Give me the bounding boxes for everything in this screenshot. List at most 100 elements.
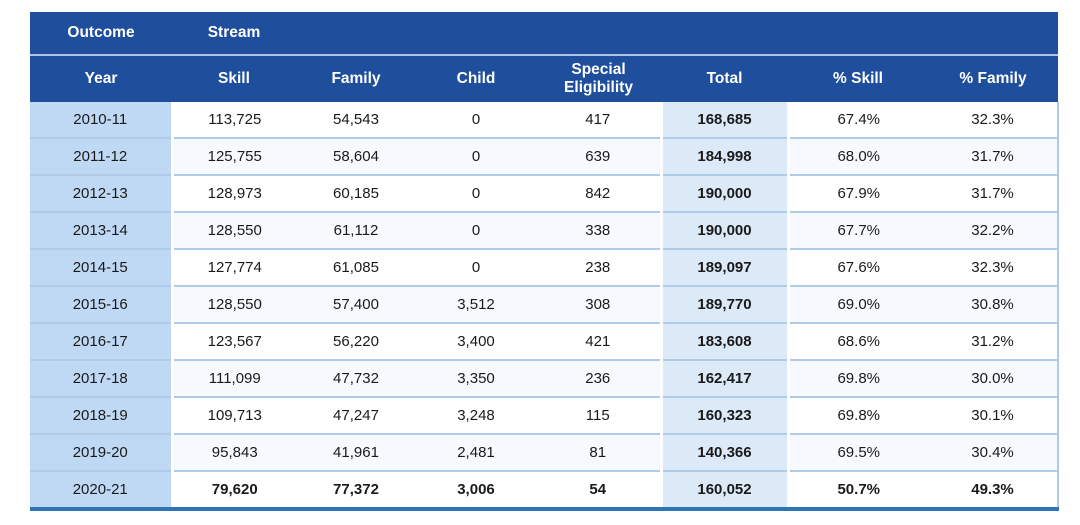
column-header-pct_skill: % Skill: [788, 55, 928, 102]
table-row: 2013-14 128,550 61,112 0 338 190,000 67.7% 32.2…: [30, 212, 1060, 250]
cell-year: 2010-11: [30, 102, 174, 139]
cell-pct_family: 30.1%: [928, 397, 1060, 435]
cell-special: 236: [536, 360, 661, 398]
cell-special: 238: [536, 249, 661, 287]
cell-family: 41,961: [296, 434, 416, 472]
cell-family: 77,372: [296, 471, 416, 511]
column-header-row: Year Skill Family Child Special Eligibility T…: [30, 55, 1059, 102]
cell-skill: 113,725: [172, 102, 296, 139]
cell-year: 2016-17: [30, 323, 174, 361]
table-row: 2012-13 128,973 60,185 0 842 190,000 67.9% 31.7…: [30, 175, 1060, 213]
table-header: Outcome Stream Year Skill Family Child Speci…: [30, 12, 1059, 102]
cell-child: 3,248: [416, 397, 536, 435]
cell-pct_family: 49.3%: [928, 471, 1060, 511]
cell-child: 3,400: [416, 323, 536, 361]
cell-year: 2017-18: [30, 360, 174, 398]
cell-pct_family: 31.7%: [928, 138, 1060, 176]
cell-child: 3,006: [416, 471, 536, 511]
data-table: Outcome Stream Year Skill Family Child Speci…: [30, 12, 1060, 511]
cell-year: 2011-12: [30, 138, 174, 176]
cell-skill: 95,843: [172, 434, 296, 472]
cell-total: 189,770: [659, 286, 790, 324]
cell-skill: 79,620: [172, 471, 296, 511]
cell-year: 2012-13: [30, 175, 174, 213]
cell-pct_skill: 69.8%: [788, 360, 928, 398]
cell-year: 2018-19: [30, 397, 174, 435]
cell-special: 115: [536, 397, 661, 435]
cell-pct_family: 31.7%: [928, 175, 1060, 213]
column-header-year: Year: [30, 55, 172, 102]
cell-family: 47,247: [296, 397, 416, 435]
cell-child: 0: [416, 212, 536, 250]
cell-special: 421: [536, 323, 661, 361]
outcome-stream-table: Outcome Stream Year Skill Family Child Speci…: [30, 12, 1060, 511]
stream-group-header: Stream: [172, 12, 296, 56]
cell-year: 2014-15: [30, 249, 174, 287]
table-row: 2016-17 123,567 56,220 3,400 421 183,608 68.6%…: [30, 323, 1060, 361]
cell-pct_skill: 69.8%: [788, 397, 928, 435]
cell-child: 0: [416, 102, 536, 139]
column-header-special: Special Eligibility: [536, 55, 661, 102]
cell-pct_family: 32.2%: [928, 212, 1060, 250]
cell-total: 168,685: [659, 102, 790, 139]
cell-special: 417: [536, 102, 661, 139]
table-body: 2010-11 113,725 54,543 0 417 168,685 67.4% 32.3…: [30, 102, 1060, 511]
table-row: 2019-20 95,843 41,961 2,481 81 140,366 69.5% 30…: [30, 434, 1060, 472]
cell-skill: 109,713: [172, 397, 296, 435]
cell-total: 190,000: [659, 212, 790, 250]
cell-family: 47,732: [296, 360, 416, 398]
cell-pct_skill: 67.6%: [788, 249, 928, 287]
cell-year: 2013-14: [30, 212, 174, 250]
cell-child: 0: [416, 175, 536, 213]
cell-total: 189,097: [659, 249, 790, 287]
cell-pct_skill: 68.0%: [788, 138, 928, 176]
cell-pct_skill: 67.9%: [788, 175, 928, 213]
cell-child: 0: [416, 138, 536, 176]
table-row: 2018-19 109,713 47,247 3,248 115 160,323 69.8%…: [30, 397, 1060, 435]
cell-child: 0: [416, 249, 536, 287]
cell-skill: 111,099: [172, 360, 296, 398]
cell-pct_skill: 69.0%: [788, 286, 928, 324]
cell-special: 338: [536, 212, 661, 250]
cell-pct_family: 32.3%: [928, 102, 1060, 139]
cell-pct_skill: 50.7%: [788, 471, 928, 511]
cell-child: 3,350: [416, 360, 536, 398]
cell-pct_skill: 68.6%: [788, 323, 928, 361]
cell-special: 639: [536, 138, 661, 176]
cell-pct_skill: 67.4%: [788, 102, 928, 139]
cell-family: 56,220: [296, 323, 416, 361]
cell-family: 58,604: [296, 138, 416, 176]
column-header-pct_family: % Family: [928, 55, 1059, 102]
table-row: 2011-12 125,755 58,604 0 639 184,998 68.0% 31.7…: [30, 138, 1060, 176]
cell-skill: 128,550: [172, 286, 296, 324]
cell-special: 54: [536, 471, 661, 511]
cell-total: 160,052: [659, 471, 790, 511]
cell-family: 61,112: [296, 212, 416, 250]
group-header-spacer: [296, 12, 1059, 56]
cell-pct_family: 32.3%: [928, 249, 1060, 287]
cell-pct_family: 30.4%: [928, 434, 1060, 472]
cell-family: 57,400: [296, 286, 416, 324]
table-row: 2017-18 111,099 47,732 3,350 236 162,417 69.8%…: [30, 360, 1060, 398]
cell-total: 162,417: [659, 360, 790, 398]
table-row: 2015-16 128,550 57,400 3,512 308 189,770 69.0%…: [30, 286, 1060, 324]
cell-special: 842: [536, 175, 661, 213]
cell-child: 2,481: [416, 434, 536, 472]
cell-pct_family: 31.2%: [928, 323, 1060, 361]
column-header-skill: Skill: [172, 55, 296, 102]
cell-family: 60,185: [296, 175, 416, 213]
cell-special: 81: [536, 434, 661, 472]
cell-skill: 123,567: [172, 323, 296, 361]
table-row: 2014-15 127,774 61,085 0 238 189,097 67.6% 32.3…: [30, 249, 1060, 287]
cell-total: 160,323: [659, 397, 790, 435]
cell-total: 184,998: [659, 138, 790, 176]
outcome-group-header: Outcome: [30, 12, 172, 56]
cell-skill: 128,550: [172, 212, 296, 250]
cell-family: 54,543: [296, 102, 416, 139]
column-header-child: Child: [416, 55, 536, 102]
cell-special: 308: [536, 286, 661, 324]
cell-skill: 128,973: [172, 175, 296, 213]
column-header-total: Total: [661, 55, 788, 102]
cell-skill: 127,774: [172, 249, 296, 287]
group-header-row: Outcome Stream: [30, 12, 1059, 56]
